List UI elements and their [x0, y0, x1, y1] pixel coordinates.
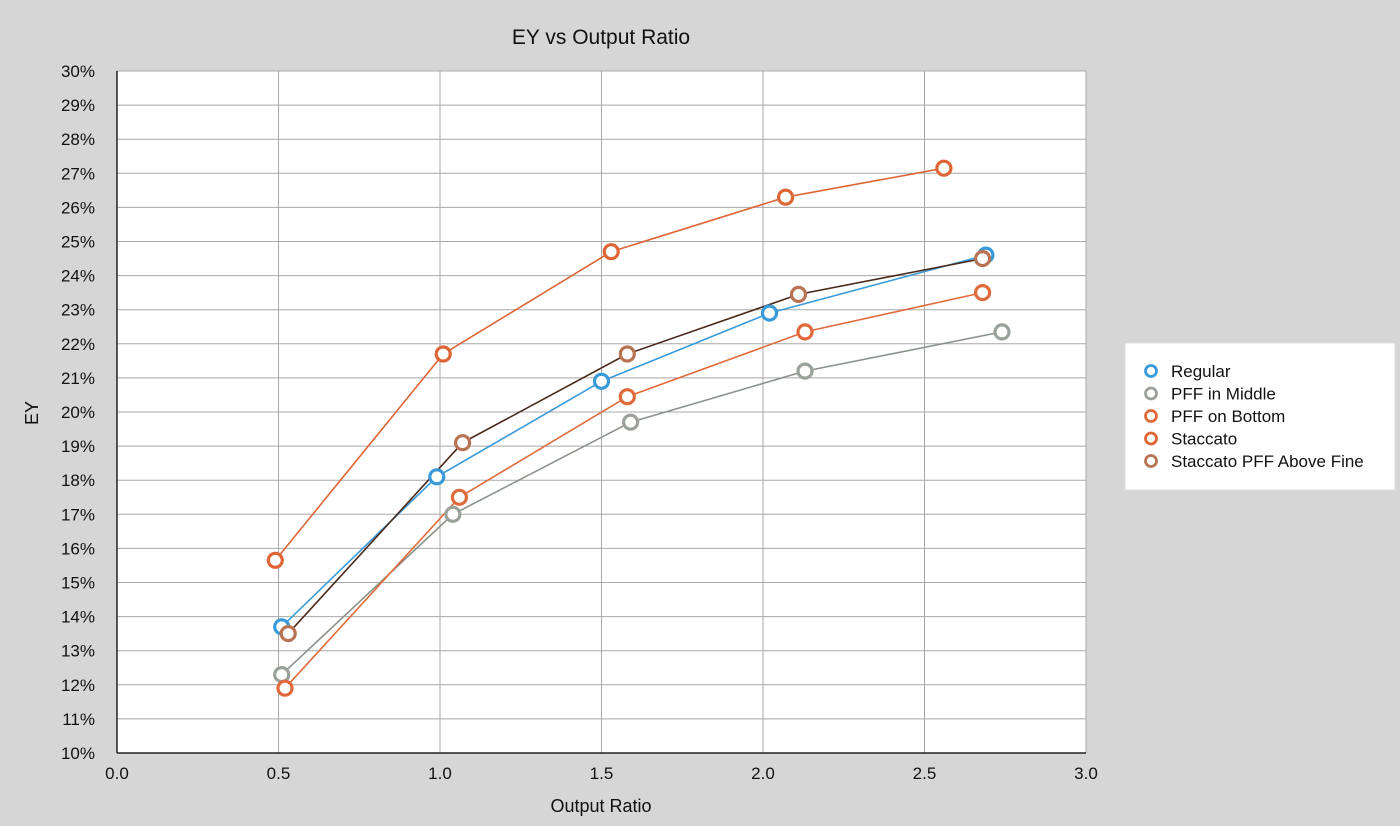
data-point-regular [760, 304, 779, 322]
y-tick-label: 19% [61, 437, 95, 456]
y-tick-label: 25% [61, 233, 95, 252]
y-tick-label: 22% [61, 335, 95, 354]
x-tick-label: 3.0 [1074, 764, 1098, 783]
legend-box [1124, 342, 1396, 491]
data-point-staccato [776, 188, 795, 206]
x-tick-label: 0.0 [105, 764, 129, 783]
legend-label-regular: Regular [1171, 362, 1231, 381]
data-point-staccato [266, 551, 284, 569]
data-point-staccato-pff-above-fine [454, 434, 472, 452]
x-tick-label: 2.0 [751, 764, 775, 783]
x-tick-label: 1.0 [428, 764, 452, 783]
data-point-pff-on-bottom [796, 323, 814, 341]
legend-label-pff-on-bottom: PFF on Bottom [1171, 407, 1285, 426]
y-tick-label: 11% [62, 710, 95, 729]
y-tick-label: 21% [61, 369, 95, 388]
legend-marker-regular [1144, 364, 1158, 378]
legend-marker-pff-on-bottom [1144, 409, 1158, 423]
y-tick-label: 20% [61, 403, 95, 422]
data-point-staccato-pff-above-fine [973, 250, 992, 268]
legend: Regular PFF in Middle PFF on Bottom Staccat… [1124, 342, 1396, 491]
y-tick-label: 27% [61, 164, 95, 183]
y-axis-title: EY [22, 401, 42, 425]
legend-marker-pff-in-middle [1144, 386, 1158, 401]
y-tick-label: 24% [61, 267, 95, 286]
data-point-pff-on-bottom [450, 488, 468, 506]
data-point-pff-in-middle [993, 323, 1011, 341]
data-point-pff-on-bottom [618, 388, 636, 406]
y-tick-label: 26% [61, 198, 95, 217]
data-point-staccato-pff-above-fine [279, 624, 297, 643]
data-point-staccato [935, 159, 953, 177]
data-point-pff-on-bottom [276, 679, 294, 697]
y-tick-label: 30% [61, 62, 95, 81]
y-tick-label: 13% [61, 642, 95, 661]
data-point-staccato-pff-above-fine [789, 285, 808, 303]
data-point-pff-in-middle [444, 505, 462, 523]
y-tick-label: 28% [61, 130, 95, 149]
data-point-staccato-pff-above-fine [618, 345, 636, 363]
x-tick-label: 1.5 [590, 764, 614, 783]
y-tick-label: 15% [61, 574, 95, 593]
y-tick-label: 23% [61, 301, 95, 320]
legend-label-pff-in-middle: PFF in Middle [1171, 385, 1276, 404]
data-point-pff-in-middle [273, 665, 291, 684]
legend-marker-staccato [1144, 431, 1158, 446]
data-point-regular [592, 372, 611, 390]
data-point-pff-on-bottom [973, 284, 992, 302]
legend-label-staccato-pff-above-fine: Staccato PFF Above Fine [1171, 452, 1364, 471]
chart-title: EY vs Output Ratio [512, 26, 690, 49]
y-tick-label: 14% [61, 608, 95, 627]
y-tick-label: 17% [61, 505, 95, 524]
data-point-pff-in-middle [621, 413, 640, 431]
x-tick-label: 2.5 [913, 764, 937, 783]
x-axis-title: Output Ratio [550, 796, 651, 816]
data-point-pff-in-middle [796, 362, 814, 380]
y-tick-label: 10% [61, 744, 95, 763]
data-point-staccato [602, 243, 620, 261]
data-point-staccato [434, 345, 452, 363]
y-tick-label: 18% [61, 471, 95, 490]
x-tick-label: 0.5 [267, 764, 291, 783]
plot-area: 10% 11% 12% 13% 14% 15% 16% 17% 18% 19% 20% 21% 22% 2… [61, 62, 1098, 783]
legend-label-staccato: Staccato [1171, 430, 1237, 449]
data-point-regular [428, 468, 446, 486]
y-tick-label: 29% [61, 96, 95, 115]
y-tick-label: 12% [61, 676, 95, 695]
legend-marker-staccato-pff-above-fine [1144, 454, 1158, 468]
y-tick-label: 16% [61, 539, 95, 558]
